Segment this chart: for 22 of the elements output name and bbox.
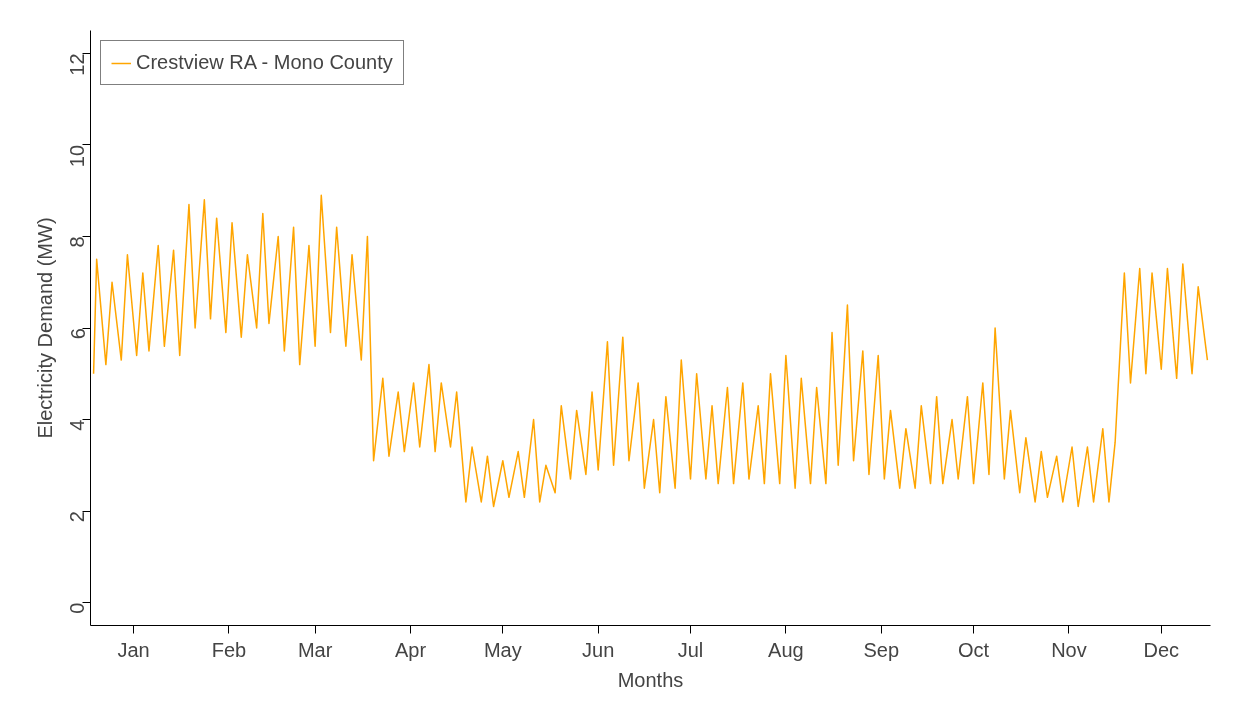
x-tick-label: Jan xyxy=(117,638,150,661)
x-tick-label: Aug xyxy=(768,638,804,661)
x-tick-label: Jun xyxy=(582,638,615,661)
x-tick-label: May xyxy=(483,638,522,661)
x-tick-label: Mar xyxy=(297,638,333,661)
y-tick-label: 6 xyxy=(66,328,89,340)
x-tick-label: Sep xyxy=(863,638,900,661)
x-tick-label: Dec xyxy=(1143,638,1180,661)
x-tick-label: Jul xyxy=(677,638,704,661)
y-tick-label: 10 xyxy=(66,144,89,168)
x-tick-label: Oct xyxy=(958,638,990,661)
y-tick-label: 8 xyxy=(66,236,89,248)
y-tick-label: 2 xyxy=(66,511,89,523)
x-tick-label: Apr xyxy=(394,638,427,661)
legend-label: Crestview RA - Mono County xyxy=(136,51,393,74)
y-tick-label: 4 xyxy=(66,419,89,431)
x-tick-label: Feb xyxy=(211,638,247,661)
y-axis-title: Electricity Demand (MW) xyxy=(33,217,56,439)
y-tick-label: 0 xyxy=(66,602,89,614)
y-tick-label: 12 xyxy=(66,53,89,76)
x-tick-label: Nov xyxy=(1051,638,1087,661)
x-axis-title: Months xyxy=(617,668,684,691)
